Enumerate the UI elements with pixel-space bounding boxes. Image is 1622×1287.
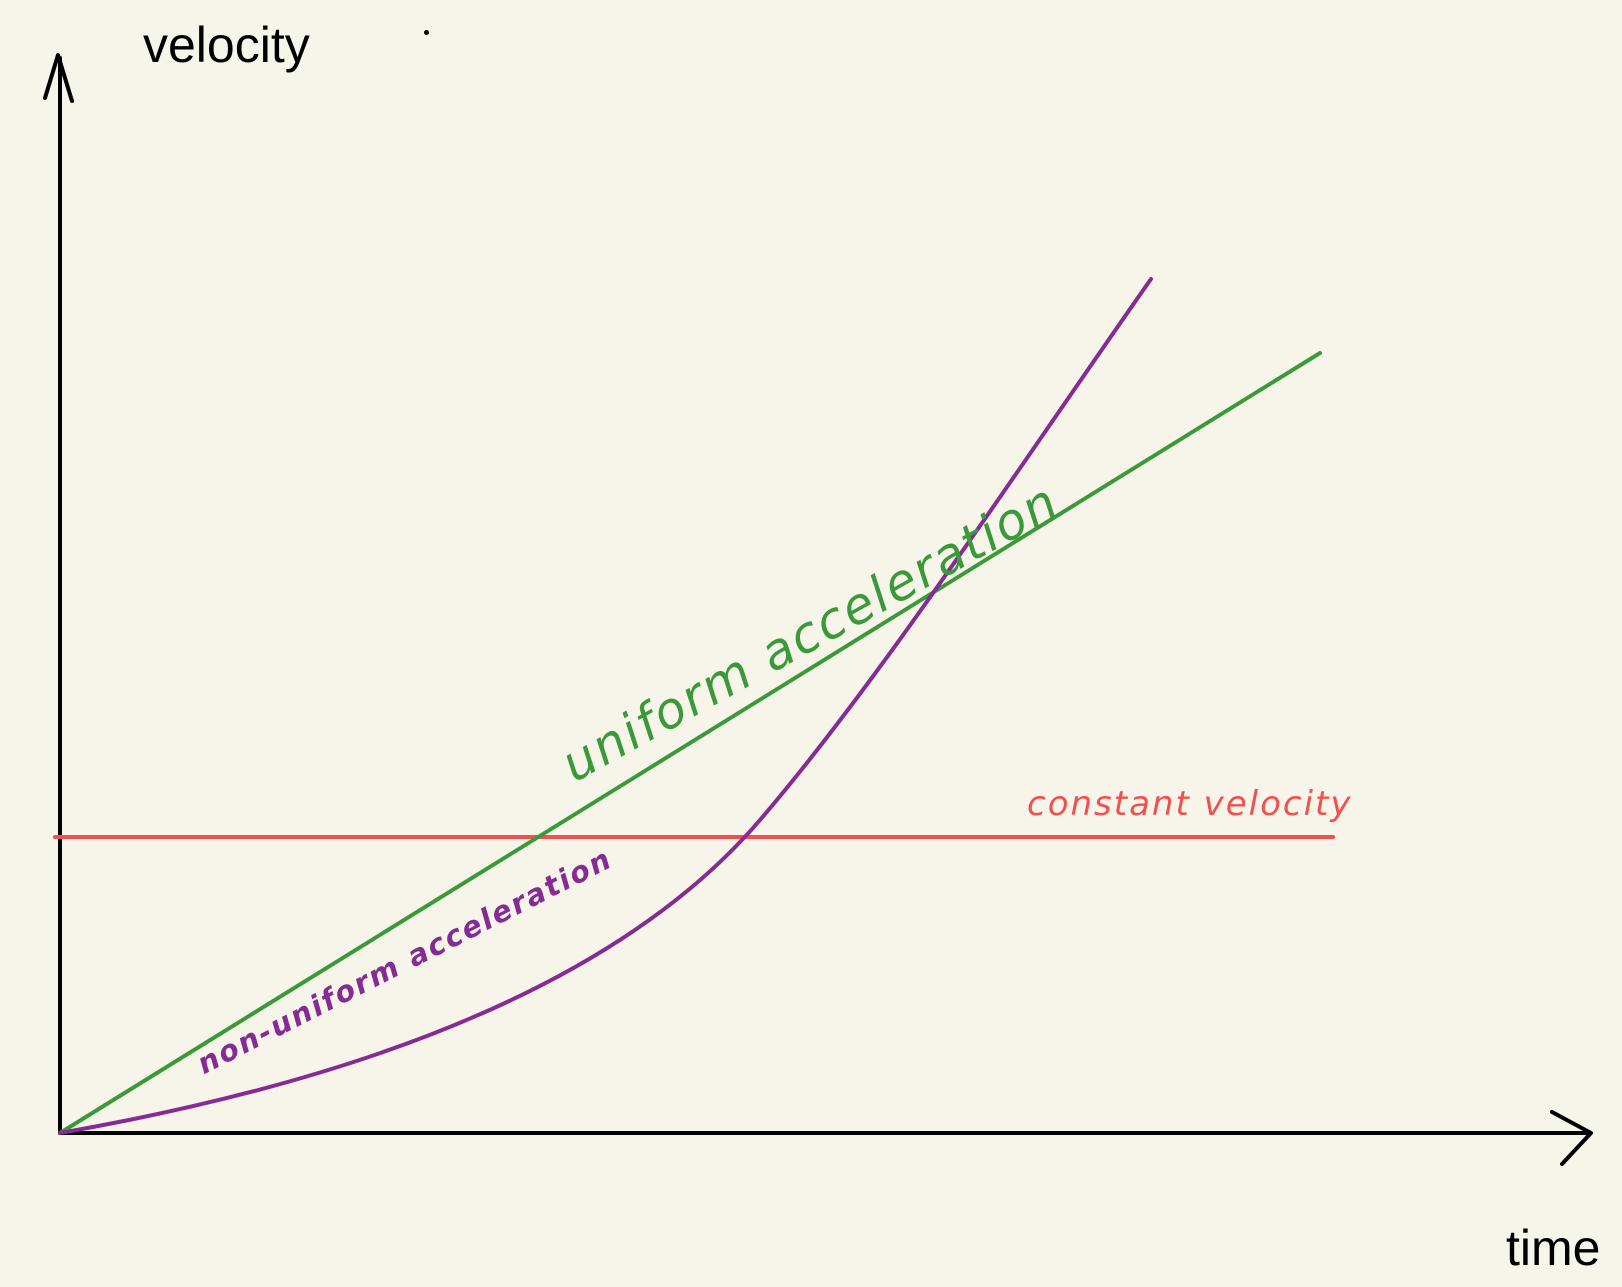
x-axis-arrowhead-icon <box>1550 1110 1593 1166</box>
y-axis-label: velocity <box>143 17 310 73</box>
uniform-acceleration-line <box>58 351 1322 1135</box>
non-uniform-acceleration-curve <box>58 277 1153 1135</box>
x-axis-label: time <box>1506 1220 1601 1276</box>
y-axis-arrowhead-icon <box>43 53 74 103</box>
stray-dot <box>424 30 429 35</box>
constant-velocity-label: constant velocity <box>1027 784 1353 824</box>
